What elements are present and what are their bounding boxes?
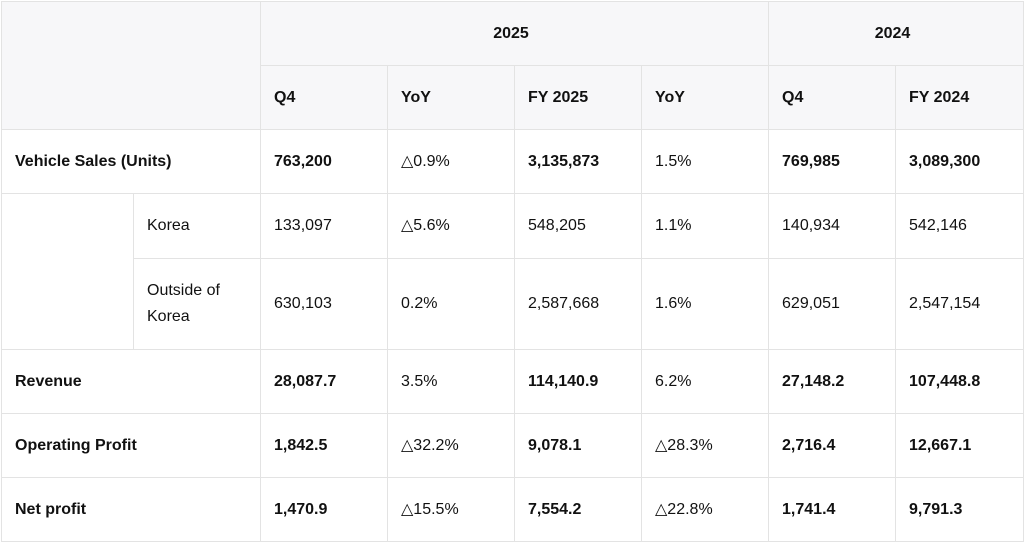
value-cell: △0.9% bbox=[387, 129, 515, 194]
value-cell: 630,103 bbox=[260, 258, 388, 350]
row: Operating Profit 1,842.5 △32.2% 9,078.1 △28.… bbox=[1, 413, 1024, 478]
row-label: Vehicle Sales (Units) bbox=[1, 129, 261, 194]
value-cell: 769,985 bbox=[768, 129, 897, 194]
value-cell: 27,148.2 bbox=[768, 349, 897, 414]
value-cell: 763,200 bbox=[260, 129, 388, 194]
column-header: Q4 bbox=[260, 65, 388, 130]
value-cell: 2,547,154 bbox=[895, 258, 1024, 350]
value-cell: △22.8% bbox=[640, 477, 770, 542]
value-cell: 1.1% bbox=[640, 193, 770, 259]
sub-row-label: Korea bbox=[133, 193, 261, 259]
value-cell: 9,791.3 bbox=[895, 477, 1024, 542]
value-cell: 0.2% bbox=[387, 258, 515, 350]
column-header: YoY bbox=[387, 65, 515, 130]
value-cell: △15.5% bbox=[387, 477, 515, 542]
row: Net profit 1,470.9 △15.5% 7,554.2 △22.8% 1,74… bbox=[1, 477, 1024, 542]
value-cell: 542,146 bbox=[895, 193, 1024, 259]
value-cell: 1.5% bbox=[640, 129, 770, 194]
column-header: YoY bbox=[640, 65, 770, 130]
value-cell: 2,716.4 bbox=[768, 413, 897, 478]
column-header-row: Q4 YoY FY 2025 YoY Q4 FY 2024 bbox=[2, 65, 1024, 130]
column-header: Q4 bbox=[768, 65, 897, 130]
value-cell: 6.2% bbox=[640, 349, 770, 414]
value-cell: △5.6% bbox=[387, 193, 515, 259]
group-header: 2025 bbox=[259, 1, 770, 66]
value-cell: 2,587,668 bbox=[514, 258, 642, 350]
corner-cell bbox=[1, 1, 261, 130]
column-header: FY 2025 bbox=[514, 65, 642, 130]
row: Vehicle Sales (Units) 763,200 △0.9% 3,135,8… bbox=[1, 129, 1024, 194]
value-cell: 1,741.4 bbox=[768, 477, 897, 542]
value-cell: 114,140.9 bbox=[514, 349, 642, 414]
value-cell: 629,051 bbox=[768, 258, 897, 350]
sub-row: Outside of Korea 630,103 0.2% 2,587,668 1.6%… bbox=[2, 258, 1024, 350]
group-header: 2024 bbox=[768, 1, 1024, 66]
row-label: Operating Profit bbox=[1, 413, 261, 478]
row-label: Net profit bbox=[1, 477, 261, 542]
row-label: Revenue bbox=[1, 349, 261, 414]
value-cell: 140,934 bbox=[768, 193, 897, 259]
value-cell: 3,089,300 bbox=[895, 129, 1024, 194]
indent-cell bbox=[1, 193, 134, 350]
group-header-row: 2025 2024 bbox=[1, 1, 1024, 130]
value-cell: 133,097 bbox=[260, 193, 388, 259]
row: Revenue 28,087.7 3.5% 114,140.9 6.2% 27,148.2… bbox=[1, 349, 1024, 414]
value-cell: 1.6% bbox=[640, 258, 770, 350]
value-cell: 9,078.1 bbox=[514, 413, 642, 478]
value-cell: 1,842.5 bbox=[260, 413, 388, 478]
sub-row: Korea 133,097 △5.6% 548,205 1.1% 140,934 542,1… bbox=[1, 193, 1024, 350]
value-cell: 7,554.2 bbox=[514, 477, 642, 542]
value-cell: 3.5% bbox=[387, 349, 515, 414]
column-header: FY 2024 bbox=[895, 65, 1024, 130]
value-cell: 548,205 bbox=[514, 193, 642, 259]
value-cell: 28,087.7 bbox=[260, 349, 388, 414]
value-cell: △32.2% bbox=[387, 413, 515, 478]
sub-row-label: Outside of Korea bbox=[133, 258, 261, 350]
value-cell: △28.3% bbox=[640, 413, 770, 478]
value-cell: 12,667.1 bbox=[895, 413, 1024, 478]
value-cell: 3,135,873 bbox=[514, 129, 642, 194]
value-cell: 107,448.8 bbox=[895, 349, 1024, 414]
value-cell: 1,470.9 bbox=[260, 477, 388, 542]
